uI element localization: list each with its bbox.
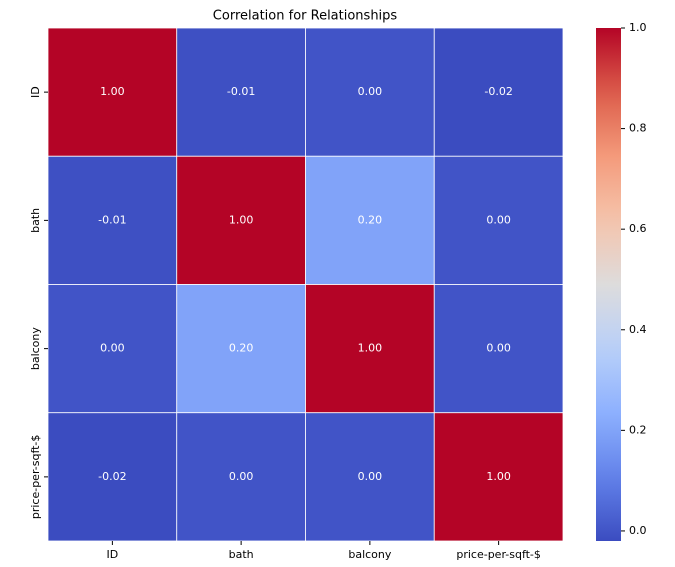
cell-label: 0.00 <box>486 213 511 226</box>
colorbar-tick-label: 0.2 <box>629 423 647 436</box>
colorbar-tick-label: 0.8 <box>629 122 647 135</box>
cell-label: 0.00 <box>100 342 125 355</box>
colorbar-tick-label: 0.4 <box>629 323 647 336</box>
y-tick-label: balcony <box>29 327 42 371</box>
cell-label: -0.01 <box>98 213 126 226</box>
cell-label: -0.02 <box>484 85 512 98</box>
y-tick-label: bath <box>29 208 42 233</box>
heatmap-cell <box>433 412 564 542</box>
heatmap-cell <box>305 412 435 542</box>
heatmap-cell <box>47 27 178 157</box>
colorbar-tick-label: 0.0 <box>629 524 647 537</box>
heatmap-cell <box>176 412 306 542</box>
heatmap-cell <box>433 27 564 157</box>
x-tick-label: price-per-sqft-$ <box>456 548 541 561</box>
colorbar-tick-label: 1.0 <box>629 21 647 34</box>
cell-label: 1.00 <box>486 470 511 483</box>
cell-label: -0.01 <box>227 85 255 98</box>
cell-label: 0.20 <box>229 342 254 355</box>
heatmap-cell <box>305 27 435 157</box>
cell-label: 0.00 <box>229 470 254 483</box>
heatmap-cell <box>47 412 178 542</box>
heatmap-cell <box>433 284 564 414</box>
x-tick-label: balcony <box>348 548 392 561</box>
chart-title: Correlation for Relationships <box>213 9 398 24</box>
heatmap-cell <box>433 155 564 285</box>
cell-label: 0.20 <box>358 213 383 226</box>
heatmap-cell <box>176 155 306 285</box>
cell-label: -0.02 <box>98 470 126 483</box>
colorbar-tick-label: 0.6 <box>629 222 647 235</box>
heatmap-cell <box>176 284 306 414</box>
x-tick-label: ID <box>107 548 119 561</box>
cell-label: 0.00 <box>358 470 383 483</box>
y-tick-label: price-per-sqft-$ <box>29 435 42 520</box>
heatmap-cell <box>176 27 306 157</box>
heatmap-cell <box>305 155 435 285</box>
heatmap-cell <box>47 155 178 285</box>
cell-label: 0.00 <box>486 342 511 355</box>
y-tick-label: ID <box>29 86 42 98</box>
x-tick-label: bath <box>229 548 254 561</box>
colorbar <box>596 28 621 541</box>
cell-label: 1.00 <box>100 85 125 98</box>
cell-label: 1.00 <box>229 213 254 226</box>
cell-label: 1.00 <box>358 342 383 355</box>
cell-label: 0.00 <box>358 85 383 98</box>
